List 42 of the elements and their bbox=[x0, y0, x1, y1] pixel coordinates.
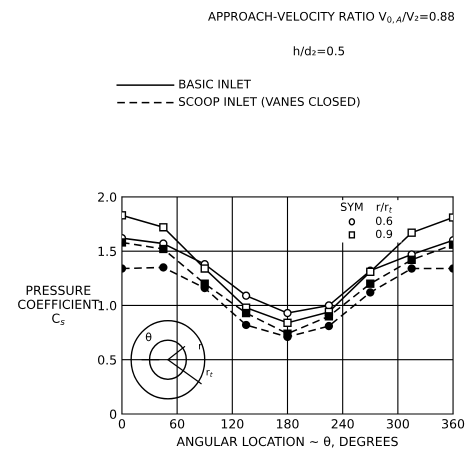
point bbox=[283, 318, 292, 327]
annotation: 0.6 bbox=[376, 216, 392, 226]
point bbox=[242, 292, 250, 300]
y-tick-label: 1.5 bbox=[98, 246, 116, 256]
point bbox=[324, 312, 334, 320]
point bbox=[366, 280, 374, 288]
annotation: SYM bbox=[340, 202, 363, 211]
x-tick-label: 0 bbox=[118, 419, 126, 429]
annotation: θ bbox=[146, 332, 152, 342]
point bbox=[408, 256, 416, 264]
point bbox=[283, 330, 292, 338]
y-tick-label: 0.5 bbox=[98, 355, 116, 365]
chart-title: APPROACH-VELOCITY RATIO V$_{0,A}$/V₂=0.88 bbox=[208, 12, 454, 24]
annotation: r$_{t}$ bbox=[206, 370, 213, 378]
y-axis-title: PRESSURE COEFFICIENT C$_{s}$ bbox=[18, 286, 100, 325]
point bbox=[324, 322, 334, 330]
y-tick-label: 1.0 bbox=[98, 300, 116, 310]
point bbox=[283, 308, 292, 318]
point bbox=[242, 320, 250, 330]
x-tick-label: 60 bbox=[170, 419, 184, 429]
y-tick-label: 0 bbox=[110, 409, 116, 419]
point bbox=[408, 228, 416, 237]
annotation: 0.9 bbox=[376, 230, 392, 238]
text: BASIC INLET bbox=[179, 80, 251, 89]
point bbox=[408, 264, 416, 273]
point bbox=[366, 288, 374, 297]
annotation: r/r$_{t}$ bbox=[376, 202, 392, 213]
point bbox=[159, 223, 168, 232]
x-tick-label: 120 bbox=[222, 419, 244, 429]
point bbox=[200, 264, 209, 273]
x-tick-label: 240 bbox=[332, 419, 354, 429]
point bbox=[159, 244, 168, 254]
y-tick-label: 2.0 bbox=[98, 192, 116, 202]
point bbox=[200, 280, 209, 288]
x-tick-label: 360 bbox=[442, 419, 464, 429]
x-axis-title: ANGULAR LOCATION ~ θ, DEGREES bbox=[176, 436, 398, 448]
x-tick-label: 180 bbox=[276, 419, 299, 429]
point bbox=[159, 263, 168, 272]
point bbox=[242, 308, 250, 318]
chart-subtitle: h/d₂=0.5 bbox=[294, 46, 344, 56]
text: SCOOP INLET (VANES CLOSED) bbox=[179, 96, 360, 108]
x-tick-label: 300 bbox=[386, 419, 409, 429]
